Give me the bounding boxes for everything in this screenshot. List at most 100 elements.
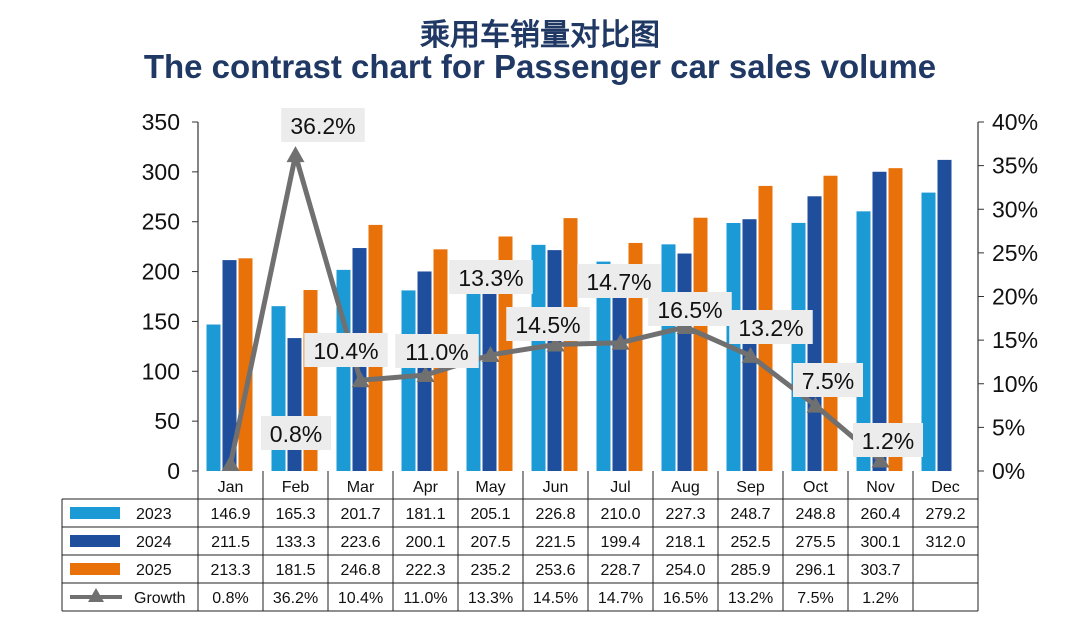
left-tick-label: 200 [142,259,180,285]
right-tick-label: 20% [992,284,1038,310]
growth-label-box [395,334,479,368]
right-tick-label: 40% [992,109,1038,135]
bar-2023-jan [206,324,221,471]
right-tick-label: 35% [992,153,1038,179]
right-tick-label: 10% [992,371,1038,397]
left-tick-label: 0 [167,458,180,484]
bar-2024-aug [677,253,692,471]
category-label-nov: Nov [866,479,894,496]
growth-label-box [577,264,661,298]
legend-swatch-2025 [70,563,120,575]
growth-label-box [449,260,533,294]
bar-2025-jul [628,242,643,471]
data-table: Jan Feb Mar Apr May Jun Jul Aug Sep Oct Nov Dec 2023… [61,471,979,612]
table-cell: 146.9 [210,506,250,523]
growth-label-oct: 7.5% [802,368,854,394]
legend-label-2024: 2024 [136,534,172,551]
growth-label-box [729,310,813,344]
growth-marker-apr [416,366,435,383]
bar-2023-aug [661,244,676,471]
table-cell: 222.3 [405,562,445,579]
category-label-sep: Sep [736,479,765,496]
left-tick-label: 250 [142,209,180,235]
growth-label-box [793,363,863,397]
growth-label-box [281,108,365,142]
legend-label-growth: Growth [134,590,186,607]
category-label-jun: Jun [543,479,569,496]
bar-2023-apr [401,290,416,471]
growth-marker-jun [546,335,565,352]
table-cell: 223.6 [340,534,380,551]
table-cell: 165.3 [275,506,315,523]
bar-2024-feb [287,338,302,471]
growth-marker-sep [741,346,760,363]
growth-label-feb: 36.2% [290,113,355,139]
table-cell: 211.5 [211,534,250,551]
bar-2024-sep [742,219,757,471]
table-cell: 13.2% [728,590,773,607]
table-cell: 16.5% [663,590,708,607]
table-cell: 200.1 [405,534,445,551]
growth-marker-jul [611,333,630,350]
right-tick-label: 5% [992,414,1025,440]
table-cell: 11.0% [403,590,447,607]
category-label-oct: Oct [803,479,828,496]
table-cell: 279.2 [925,506,965,523]
table-cell: 300.1 [860,534,900,551]
growth-label-apr: 11.0% [405,339,469,365]
table-cell: 14.5% [533,590,578,607]
category-label-aug: Aug [671,479,699,496]
category-label-mar: Mar [347,479,375,496]
table-cell: 248.8 [795,506,835,523]
table-cell: 7.5% [797,590,833,607]
table-cell: 285.9 [730,562,770,579]
table-cell: 181.5 [275,562,315,579]
bar-2024-nov [872,171,887,471]
bar-2024-dec [937,159,952,472]
bar-2023-dec [921,192,936,471]
table-cell: 254.0 [665,562,705,579]
legend-marker-growth [88,588,104,602]
bar-2024-jul [612,272,627,471]
category-label-jul: Jul [610,479,630,496]
table-cell: 36.2% [273,590,318,607]
table-cell: 201.7 [340,506,380,523]
table-cell: 248.7 [730,506,770,523]
bar-2023-nov [856,211,871,471]
growth-label-jul: 14.7% [586,269,651,295]
growth-label-jun: 14.5% [515,312,580,338]
table-cell: 210.0 [600,506,640,523]
growth-marker-oct [806,396,825,413]
table-cell: 13.3% [468,590,513,607]
bar-2024-may [482,264,497,471]
bar-2024-jun [547,250,562,471]
growth-label-aug: 16.5% [657,297,722,323]
table-cell: 10.4% [338,590,383,607]
bar-2025-oct [823,175,838,471]
legend-swatch-2023 [70,507,120,519]
table-cell: 221.5 [535,534,575,551]
growth-label-jan: 0.8% [270,421,322,447]
legend-label-2025: 2025 [136,562,172,579]
table-cell: 199.4 [600,534,640,551]
growth-line-layer: 0.8% 36.2% 10.4% 11.0% 13.3% 14.5%14.7%16.5% 1… [221,108,923,472]
table-cell: 0.8% [212,590,248,607]
table-cell: 207.5 [470,534,510,551]
right-tick-label: 15% [992,327,1038,353]
right-tick-label: 0% [992,458,1025,484]
bar-2023-jun [531,244,546,471]
table-cell: 133.3 [275,534,315,551]
category-label-apr: Apr [413,479,439,496]
left-tick-label: 100 [142,358,180,384]
legend-swatch-2024 [70,535,120,547]
bar-2023-oct [791,222,806,471]
table-cell: 213.3 [210,562,250,579]
growth-label-box [648,292,732,326]
growth-label-sep: 13.2% [738,315,803,341]
table-cell: 252.5 [730,534,770,551]
category-label-dec: Dec [931,479,959,496]
growth-label-box [261,416,331,450]
growth-marker-jan [221,455,240,472]
left-tick-label: 150 [142,308,180,334]
